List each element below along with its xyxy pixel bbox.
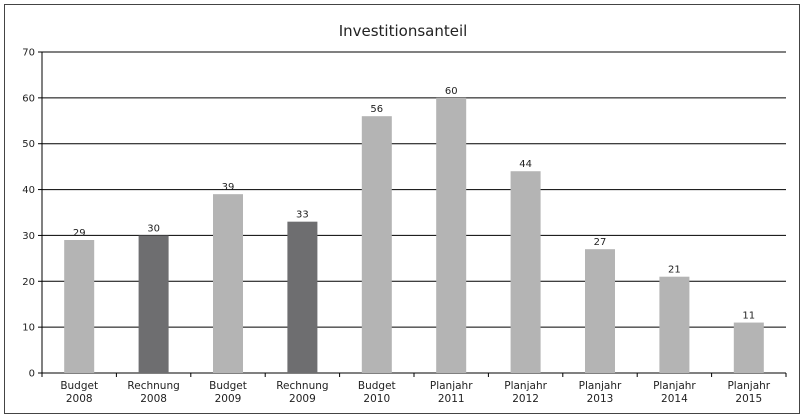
bar-5 (436, 97, 467, 373)
category-label: Planjahr (504, 380, 547, 392)
data-label: 60 (445, 86, 458, 97)
category-label-year: 2009 (215, 393, 242, 405)
category-label-year: 2009 (289, 393, 316, 405)
y-tick-label: 10 (22, 323, 35, 334)
category-label: Planjahr (653, 380, 696, 392)
category-label: Rechnung (127, 380, 179, 392)
bar-4 (361, 116, 392, 373)
data-label: 11 (742, 311, 755, 322)
y-tick-label: 70 (22, 48, 35, 59)
bar-0 (64, 240, 95, 373)
bar-6 (510, 171, 541, 373)
category-label-year: 2013 (587, 393, 614, 405)
y-tick-label: 0 (29, 369, 35, 380)
category-label: Rechnung (276, 380, 328, 392)
data-label: 33 (296, 210, 309, 221)
data-label: 39 (222, 182, 235, 193)
category-label-year: 2011 (438, 393, 465, 405)
category-label-year: 2008 (140, 393, 167, 405)
y-tick-label: 20 (22, 277, 35, 288)
data-label: 29 (73, 228, 86, 239)
bar-9 (733, 322, 764, 373)
category-label-year: 2015 (735, 393, 762, 405)
category-label: Planjahr (727, 380, 770, 392)
y-tick-label: 40 (22, 185, 35, 196)
data-label: 56 (370, 104, 383, 115)
y-tick-label: 30 (22, 231, 35, 242)
bar-7 (585, 249, 615, 373)
category-label-year: 2008 (66, 393, 93, 405)
data-label: 44 (519, 159, 532, 170)
category-label: Planjahr (430, 380, 473, 392)
bar-1 (138, 235, 169, 373)
bar-3 (287, 221, 318, 373)
category-label: Budget (60, 380, 98, 392)
category-label-year: 2014 (661, 393, 688, 405)
category-label-year: 2010 (363, 393, 390, 405)
bar-8 (659, 276, 690, 373)
data-label: 30 (147, 223, 160, 234)
category-label: Budget (358, 380, 396, 392)
y-tick-label: 50 (22, 139, 35, 150)
category-label: Budget (209, 380, 247, 392)
data-label: 21 (668, 265, 681, 276)
chart-frame (4, 4, 800, 414)
data-label: 27 (594, 237, 607, 248)
category-label-year: 2012 (512, 393, 539, 405)
y-tick-label: 60 (22, 93, 35, 104)
bar-2 (213, 194, 243, 373)
chart-title: Investitionsanteil (338, 22, 468, 40)
category-label: Planjahr (579, 380, 622, 392)
